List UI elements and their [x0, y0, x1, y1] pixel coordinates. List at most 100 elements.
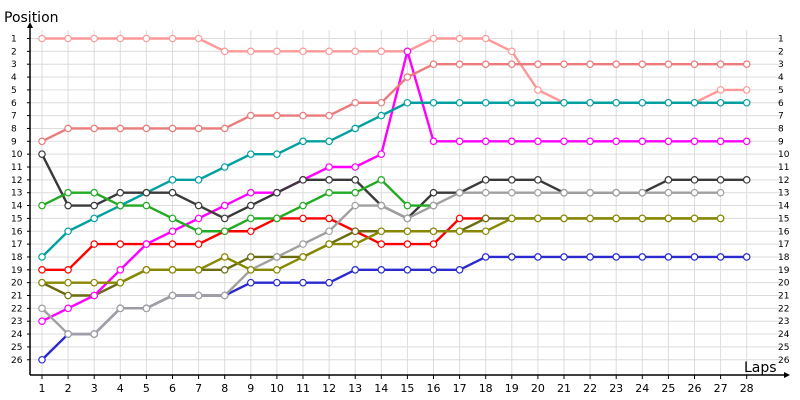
data-point: [664, 253, 673, 261]
data-point: [638, 60, 647, 68]
data-point: [403, 265, 412, 274]
data-point: [220, 265, 229, 274]
data-point: [586, 188, 594, 197]
x-tick-label: 11: [296, 382, 310, 395]
y-tick-label-left: 25: [11, 343, 22, 353]
data-point: [690, 98, 699, 107]
data-point: [690, 214, 699, 223]
data-point: [638, 137, 647, 146]
x-axis-title: Laps: [744, 360, 777, 376]
data-point: [325, 240, 333, 248]
series-line: [41, 178, 434, 233]
data-point: [455, 188, 464, 197]
data-point: [403, 201, 412, 210]
x-tick-label: 9: [247, 382, 254, 395]
data-point: [429, 34, 438, 43]
data-point: [64, 330, 72, 338]
data-point: [377, 111, 386, 120]
data-point: [273, 265, 281, 274]
data-point: [455, 98, 464, 107]
data-point: [90, 240, 99, 248]
data-point: [38, 201, 46, 210]
data-point: [560, 60, 568, 68]
y-tick-label-right: 20: [778, 279, 790, 289]
data-point: [612, 137, 621, 146]
data-point: [247, 265, 255, 274]
data-point: [116, 201, 125, 210]
data-point: [742, 98, 751, 107]
y-tick-label-left: 3: [11, 60, 17, 70]
y-tick-label-right: 17: [778, 240, 789, 250]
data-point: [429, 201, 438, 210]
x-tick-label: 16: [427, 382, 441, 395]
data-point: [325, 111, 333, 120]
data-point: [247, 201, 255, 210]
data-point: [64, 124, 72, 133]
data-point: [716, 86, 725, 94]
data-point: [481, 34, 490, 43]
data-point: [273, 253, 281, 261]
data-point: [481, 98, 490, 107]
y-tick-label-left: 19: [11, 266, 23, 276]
x-tick-label: 4: [117, 382, 124, 395]
y-tick-label-right: 11: [778, 163, 789, 173]
data-point: [90, 201, 99, 210]
data-point: [429, 98, 438, 107]
data-point: [325, 227, 333, 236]
x-tick-label: 3: [91, 382, 98, 395]
data-point: [142, 201, 151, 210]
data-point: [299, 47, 307, 56]
y-tick-label-right: 3: [778, 60, 784, 70]
data-point: [716, 188, 725, 197]
x-tick-label: 24: [635, 382, 649, 395]
data-point: [742, 137, 751, 146]
data-point: [273, 47, 281, 56]
y-tick-label-right: 26: [778, 356, 790, 366]
x-tick-label: 5: [143, 382, 150, 395]
data-point: [716, 214, 725, 223]
data-point: [38, 317, 46, 326]
x-tick-label: 6: [169, 382, 176, 395]
data-point: [507, 176, 516, 184]
data-point: [351, 188, 360, 197]
y-tick-label-left: 11: [11, 163, 22, 173]
data-point: [247, 253, 255, 261]
y-axis-arrow: [27, 22, 33, 28]
data-point: [299, 176, 307, 184]
y-tick-label-right: 23: [778, 317, 789, 327]
y-tick-label-left: 6: [11, 99, 17, 109]
x-tick-label: 15: [400, 382, 414, 395]
data-point: [273, 188, 281, 197]
data-point: [116, 265, 125, 274]
data-point: [168, 214, 177, 223]
data-point: [247, 150, 255, 158]
data-point: [194, 227, 203, 236]
data-point: [116, 304, 125, 313]
y-tick-label-left: 14: [11, 202, 23, 212]
y-tick-label-left: 13: [11, 189, 22, 199]
x-tick-label: 23: [609, 382, 623, 395]
x-axis-arrow: [784, 372, 790, 378]
data-point: [194, 34, 203, 43]
data-point: [299, 201, 307, 210]
data-point: [403, 227, 412, 236]
data-point: [351, 98, 360, 107]
data-point: [690, 176, 699, 184]
y-tick-label-left: 15: [11, 214, 22, 224]
data-point: [560, 253, 568, 261]
data-point: [168, 265, 177, 274]
data-point: [716, 60, 725, 68]
y-tick-label-right: 14: [778, 202, 790, 212]
y-tick-label-left: 18: [11, 253, 23, 263]
data-point: [560, 98, 568, 107]
y-tick-label-left: 9: [11, 137, 17, 147]
data-point: [586, 253, 594, 261]
data-point: [481, 253, 490, 261]
y-tick-label-right: 9: [778, 137, 784, 147]
series-line: [42, 217, 486, 271]
data-point: [455, 34, 464, 43]
y-tick-label-left: 4: [11, 73, 17, 83]
data-point: [638, 188, 647, 197]
data-point: [534, 253, 542, 261]
data-point: [455, 265, 464, 274]
